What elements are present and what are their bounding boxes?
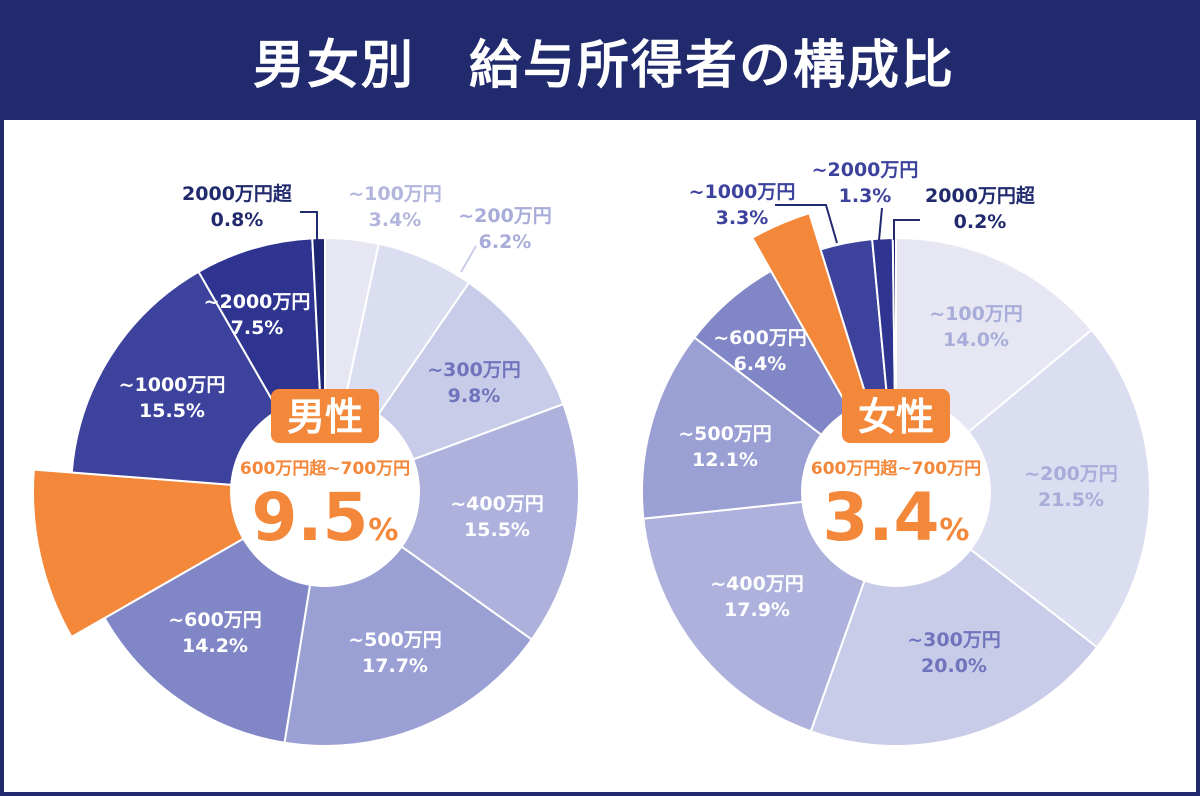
pie-slice-4 [322,402,580,641]
leader-line-7 [775,204,838,244]
slice-category: ~300万円 [427,359,521,381]
leader-line-8 [878,207,883,241]
slice-label-5: ~500万円 12.1% [678,423,772,471]
slice-value: 17.9% [724,599,790,621]
slice-label-8: ~1000万円 3.3% [689,181,796,229]
slice-category: ~500万円 [678,423,772,445]
slice-category: ~200万円 [1024,463,1118,485]
highlight-number: 3.4 [823,479,940,556]
slice-label-1: ~100万円 14.0% [929,303,1023,351]
slice-label-3: ~300万円 20.0% [907,629,1001,677]
slice-label-5: ~500万円 17.7% [348,629,442,677]
slice-value: 6.4% [734,353,787,375]
highlight-unit: % [368,513,398,548]
slice-category: ~600万円 [713,327,807,349]
slice-value: 12.1% [692,449,758,471]
leader-line-9 [893,219,920,240]
slice-value: 1.3% [839,185,892,207]
slice-value: 15.5% [139,400,205,422]
highlight-percent: 3.4% [823,479,970,556]
slice-category: ~200万円 [458,205,552,227]
slice-category: ~100万円 [929,303,1023,325]
slice-category: ~1000万円 [119,374,226,396]
gender-badge [842,389,950,443]
slice-value: 15.5% [464,519,530,541]
slice-label-4: ~400万円 17.9% [710,573,804,621]
slice-category: 2000万円超 [182,182,293,205]
slice-category: ~500万円 [348,629,442,651]
slice-value: 14.2% [182,635,248,657]
slice-label-1: ~100万円 3.4% [348,183,442,231]
male-pie-chart: ~100万円 3.4% ~200万円 6.2% ~300万円 9.8% ~400万円 15.5… [32,182,580,747]
pie-slice-2 [894,328,1151,649]
center-hole [230,397,420,587]
slice-category: ~1000万円 [689,181,796,203]
slice-label-10: 2000万円超 0.2% [925,184,1036,233]
highlight-number: 9.5 [252,479,369,556]
slice-label-4: ~400万円 15.5% [450,493,544,541]
gender-badge [271,389,379,443]
slice-category: ~600万円 [168,609,262,631]
slice-value: 3.3% [716,207,769,229]
slice-category: ~2000万円 [812,159,919,181]
slice-category: ~300万円 [907,629,1001,651]
slice-value: 9.8% [448,385,501,407]
slice-label-6: ~600万円 6.4% [713,327,807,375]
gender-title: 男性 [287,395,363,439]
slice-value: 3.4% [369,209,422,231]
slice-label-9: ~2000万円 7.5% [204,291,311,339]
highlight-range-label: 600万円超~700万円 [240,458,410,479]
slice-value: 14.0% [943,329,1009,351]
slice-value: 0.2% [954,211,1007,233]
slice-value: 6.2% [479,231,532,253]
slice-value: 21.5% [1038,489,1104,511]
slice-label-2: ~200万円 6.2% [458,205,552,253]
slice-value: 7.5% [231,317,284,339]
leader-line-9 [300,211,318,240]
slice-label-2: ~200万円 21.5% [1024,463,1118,511]
slice-value: 20.0% [921,655,987,677]
highlight-range-label: 600万円超~700万円 [811,458,981,479]
slice-label-8: ~1000万円 15.5% [119,374,226,422]
highlight-unit: % [939,513,969,548]
slice-label-6: ~600万円 14.2% [168,609,262,657]
slice-label-3: ~300万円 9.8% [427,359,521,407]
header-banner: 男女別 給与所得者の構成比 [4,0,1200,120]
slice-category: 2000万円超 [925,184,1036,207]
page-title: 男女別 給与所得者の構成比 [252,35,955,96]
female-pie-chart: ~100万円 14.0% ~200万円 21.5% ~300万円 20.0% ~400万円 1… [640,159,1151,747]
slice-category: ~400万円 [450,493,544,515]
center-hole [801,397,991,587]
slice-value: 0.8% [211,209,264,231]
gender-title: 女性 [858,395,934,439]
slice-category: ~400万円 [710,573,804,595]
leader-line-1 [460,245,477,273]
slice-category: ~100万円 [348,183,442,205]
slice-label-10: 2000万円超 0.8% [182,182,293,231]
slice-value: 17.7% [362,655,428,677]
highlight-percent: 9.5% [252,479,399,556]
slice-label-9: ~2000万円 1.3% [812,159,919,207]
slice-category: ~2000万円 [204,291,311,313]
